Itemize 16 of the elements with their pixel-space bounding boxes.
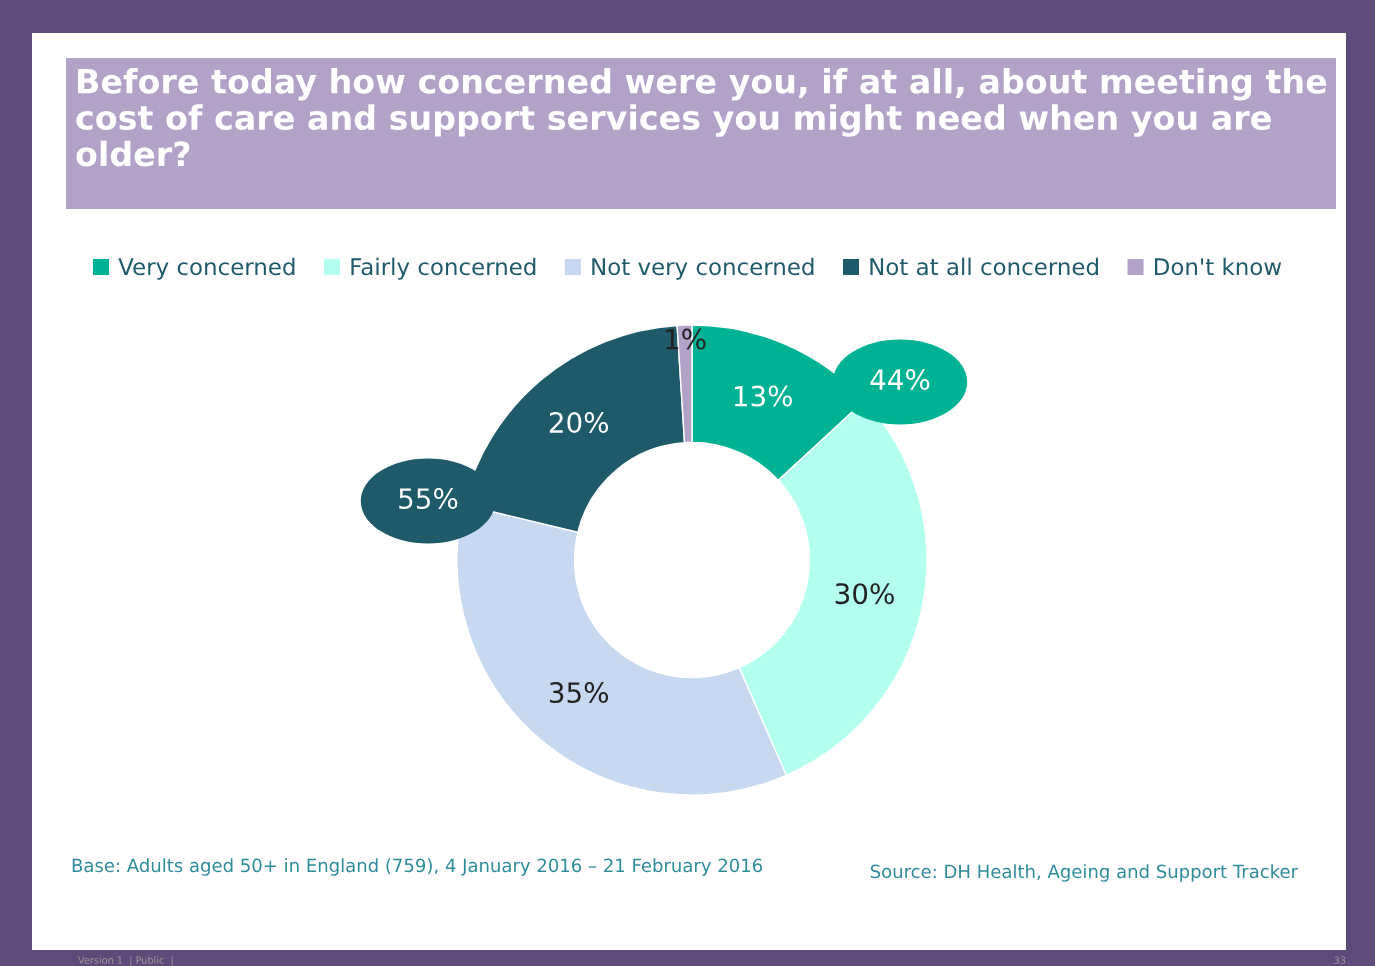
text: Base: Adults aged 50+ in England (759), 4 January 2016 – 21 February 2016 (72, 858, 763, 876)
text: 33 (1334, 956, 1346, 964)
data-label: 13% (734, 385, 792, 407)
legend-label: Fairly concerned (351, 257, 536, 280)
legend-label: Not at all concerned (870, 257, 1098, 276)
source-note: Source: DH Health, Ageing and Support Tracker (870, 864, 1298, 882)
legend-label: Very concerned (118, 257, 295, 280)
legend-label: Don't know (1154, 257, 1282, 276)
text: 44% (870, 369, 930, 391)
chart-title: Before today how concerned were you, if at all, about meeting the cost of care and support services you might need when you are older? (76, 68, 1327, 167)
legend-label: Not very concerned (592, 257, 814, 280)
data-label: 1% (666, 328, 706, 350)
text: 55% (399, 488, 458, 510)
data-label: 35% (549, 682, 609, 704)
data-label: 30% (835, 583, 894, 605)
data-label: 20% (549, 412, 609, 434)
